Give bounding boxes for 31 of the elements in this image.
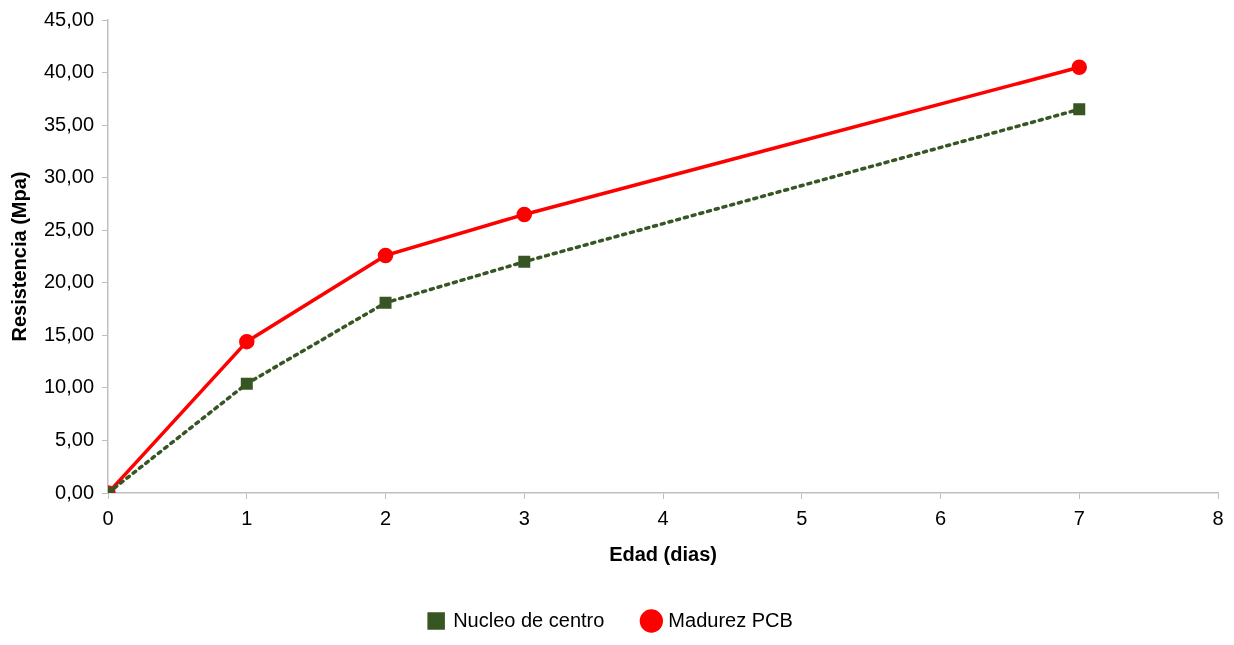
x-tick-label: 5 [796,506,808,529]
y-tick-label: 45,00 [43,7,95,30]
x-tick-label: 1 [241,506,253,529]
y-tick-label: 20,00 [43,270,95,293]
x-axis-title: Edad (dias) [609,542,717,565]
point [379,296,392,309]
y-tick-label: 5,00 [55,427,95,450]
x-tick-label: 2 [379,506,392,529]
point [240,377,253,390]
y-axis-title: Resistencia (Mpa) [7,171,30,342]
x-tick-label: 8 [1212,506,1224,529]
x-tick-label: 7 [1073,506,1085,529]
point [377,247,394,264]
point [1071,59,1088,76]
y-tick-label: 0,00 [55,480,95,503]
y-tick-label: 10,00 [43,375,95,398]
legend-label: Madurez PCB [668,608,793,631]
y-tick-label: 40,00 [43,60,95,83]
y-tick-label: 35,00 [43,112,95,135]
point [1073,103,1086,116]
x-tick-label: 6 [934,506,947,529]
legend-label: Nucleo de centro [453,608,605,631]
x-tick-label: 3 [518,506,530,529]
y-tick-label: 25,00 [43,217,95,240]
point [518,255,531,268]
x-tick-label: 4 [657,506,669,529]
point [516,206,533,223]
y-tick-label: 15,00 [43,322,95,345]
x-tick-label: 0 [102,506,114,529]
point [239,333,255,350]
y-tick-label: 30,00 [43,165,95,188]
